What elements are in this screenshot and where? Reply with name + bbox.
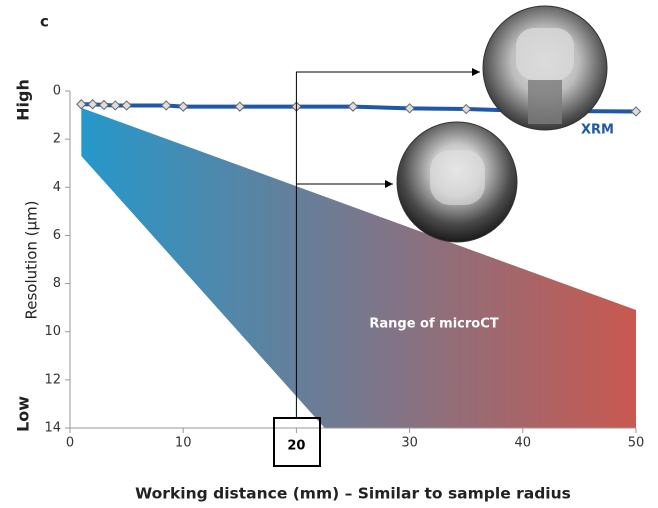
data-point	[235, 102, 244, 111]
x-tick-label: 40	[515, 436, 532, 451]
data-point	[88, 100, 97, 109]
x-tick-label: 50	[628, 436, 645, 451]
y-tick-label: 10	[44, 324, 61, 339]
y-tick-label: 0	[53, 84, 61, 99]
x-tick-label: 0	[66, 436, 74, 451]
microct-range	[81, 108, 636, 428]
arrowhead	[472, 68, 480, 76]
data-point	[122, 101, 131, 110]
x-axis-label: Working distance (mm) – Similar to sampl…	[135, 485, 571, 503]
image-detail	[516, 28, 574, 80]
data-point	[99, 100, 108, 109]
range-label: Range of microCT	[369, 317, 498, 332]
data-point	[349, 102, 358, 111]
data-point	[632, 107, 641, 116]
image-detail	[430, 150, 485, 205]
data-point	[405, 104, 414, 113]
x-tick-label: 10	[175, 436, 192, 451]
image-detail	[528, 80, 562, 124]
panel-label: c	[40, 13, 49, 31]
x-tick-label: 30	[401, 436, 418, 451]
data-point	[462, 105, 471, 114]
y-tick-label: 8	[53, 276, 61, 291]
arrowhead	[385, 180, 393, 188]
high-label: High	[14, 79, 33, 121]
y-tick-label: 6	[53, 228, 61, 243]
data-point	[162, 101, 171, 110]
y-axis-label: Resolution (µm)	[23, 200, 41, 319]
y-tick-label: 14	[44, 421, 61, 436]
data-point	[179, 102, 188, 111]
series-label: XRM	[581, 123, 614, 138]
plot: Range of microCT 0 2 4 6 8 10 12 14 0 10 20 30 40 50	[44, 84, 644, 454]
x-tick-label: 20	[287, 439, 305, 454]
y-tick-label: 2	[53, 132, 61, 147]
data-point	[111, 101, 120, 110]
y-tick-label: 4	[53, 180, 61, 195]
y-tick-label: 12	[44, 372, 61, 387]
low-label: Low	[14, 396, 33, 432]
chart: c High Low Resolution (µm) Working dista…	[0, 0, 658, 508]
data-point	[77, 100, 86, 109]
